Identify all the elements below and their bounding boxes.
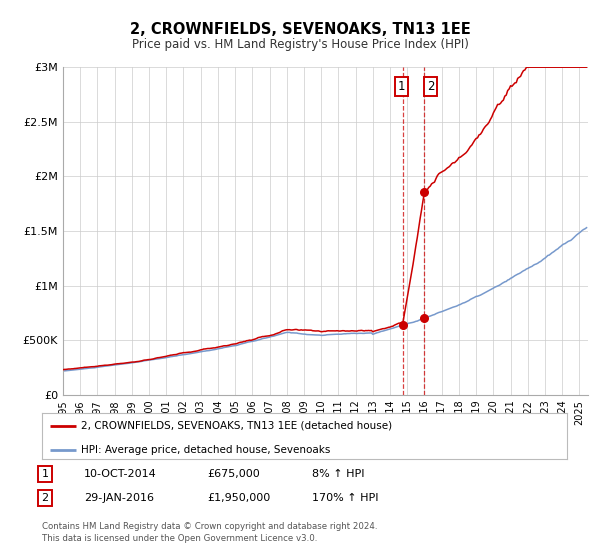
Text: £675,000: £675,000: [207, 469, 260, 479]
Text: HPI: Average price, detached house, Sevenoaks: HPI: Average price, detached house, Seve…: [82, 445, 331, 455]
Text: This data is licensed under the Open Government Licence v3.0.: This data is licensed under the Open Gov…: [42, 534, 317, 543]
Text: 2, CROWNFIELDS, SEVENOAKS, TN13 1EE (detached house): 2, CROWNFIELDS, SEVENOAKS, TN13 1EE (det…: [82, 421, 392, 431]
Text: 1: 1: [41, 469, 49, 479]
Text: 170% ↑ HPI: 170% ↑ HPI: [312, 493, 379, 503]
Text: Contains HM Land Registry data © Crown copyright and database right 2024.: Contains HM Land Registry data © Crown c…: [42, 522, 377, 531]
Text: 2, CROWNFIELDS, SEVENOAKS, TN13 1EE: 2, CROWNFIELDS, SEVENOAKS, TN13 1EE: [130, 22, 470, 38]
Text: 2: 2: [427, 80, 434, 94]
Text: £1,950,000: £1,950,000: [207, 493, 270, 503]
Text: 8% ↑ HPI: 8% ↑ HPI: [312, 469, 365, 479]
Text: 2: 2: [41, 493, 49, 503]
Text: Price paid vs. HM Land Registry's House Price Index (HPI): Price paid vs. HM Land Registry's House …: [131, 38, 469, 50]
Text: 29-JAN-2016: 29-JAN-2016: [84, 493, 154, 503]
Text: 10-OCT-2014: 10-OCT-2014: [84, 469, 157, 479]
Text: 1: 1: [398, 80, 406, 94]
